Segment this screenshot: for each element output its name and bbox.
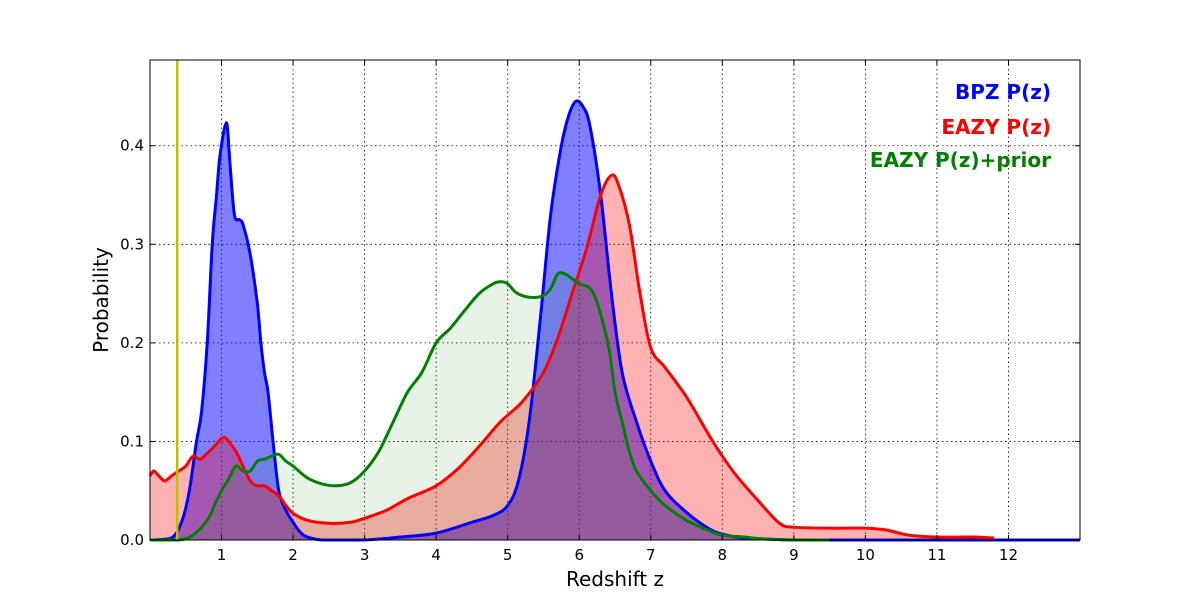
series-areas xyxy=(150,100,1080,541)
series-lines xyxy=(148,99,1080,542)
x-tick-label: 3 xyxy=(360,546,370,564)
x-tick-label: 12 xyxy=(999,546,1018,564)
x-tick-label: 8 xyxy=(718,546,728,564)
line-bpz xyxy=(149,99,1080,542)
line-eazy xyxy=(148,173,995,540)
plot-frame xyxy=(149,59,1081,541)
x-tick-label: 11 xyxy=(927,546,946,564)
legend: BPZ P(z) EAZY P(z) EAZY P(z)+prior xyxy=(870,80,1051,172)
area-eazy-prior xyxy=(150,272,830,540)
x-tick-label: 7 xyxy=(646,546,656,564)
x-axis-label: Redshift z xyxy=(566,567,664,591)
y-tick-label: 0.2 xyxy=(120,334,144,352)
y-axis-label: Probability xyxy=(89,247,113,353)
x-tick-label: 4 xyxy=(431,546,441,564)
legend-entry-bpz: BPZ P(z) xyxy=(955,80,1051,104)
ticks: 1 2 3 4 5 6 7 8 9 10 11 120.00.10.20.30.4 xyxy=(120,60,1080,564)
area-bpz xyxy=(150,100,1080,541)
y-tick-label: 0.3 xyxy=(120,235,144,253)
x-tick-label: 5 xyxy=(503,546,513,564)
legend-entry-eazy-prior: EAZY P(z)+prior xyxy=(870,148,1051,172)
area-eazy xyxy=(150,174,995,541)
x-tick-label: 6 xyxy=(574,546,584,564)
legend-entry-eazy: EAZY P(z) xyxy=(941,115,1051,139)
line-eazy-prior xyxy=(150,271,830,542)
x-tick-label: 9 xyxy=(789,546,799,564)
x-tick-label: 10 xyxy=(856,546,875,564)
y-tick-label: 0.0 xyxy=(120,531,144,549)
x-tick-label: 1 xyxy=(217,546,227,564)
x-tick-label: 2 xyxy=(288,546,298,564)
y-tick-label: 0.4 xyxy=(120,137,144,155)
y-tick-label: 0.1 xyxy=(120,432,144,450)
